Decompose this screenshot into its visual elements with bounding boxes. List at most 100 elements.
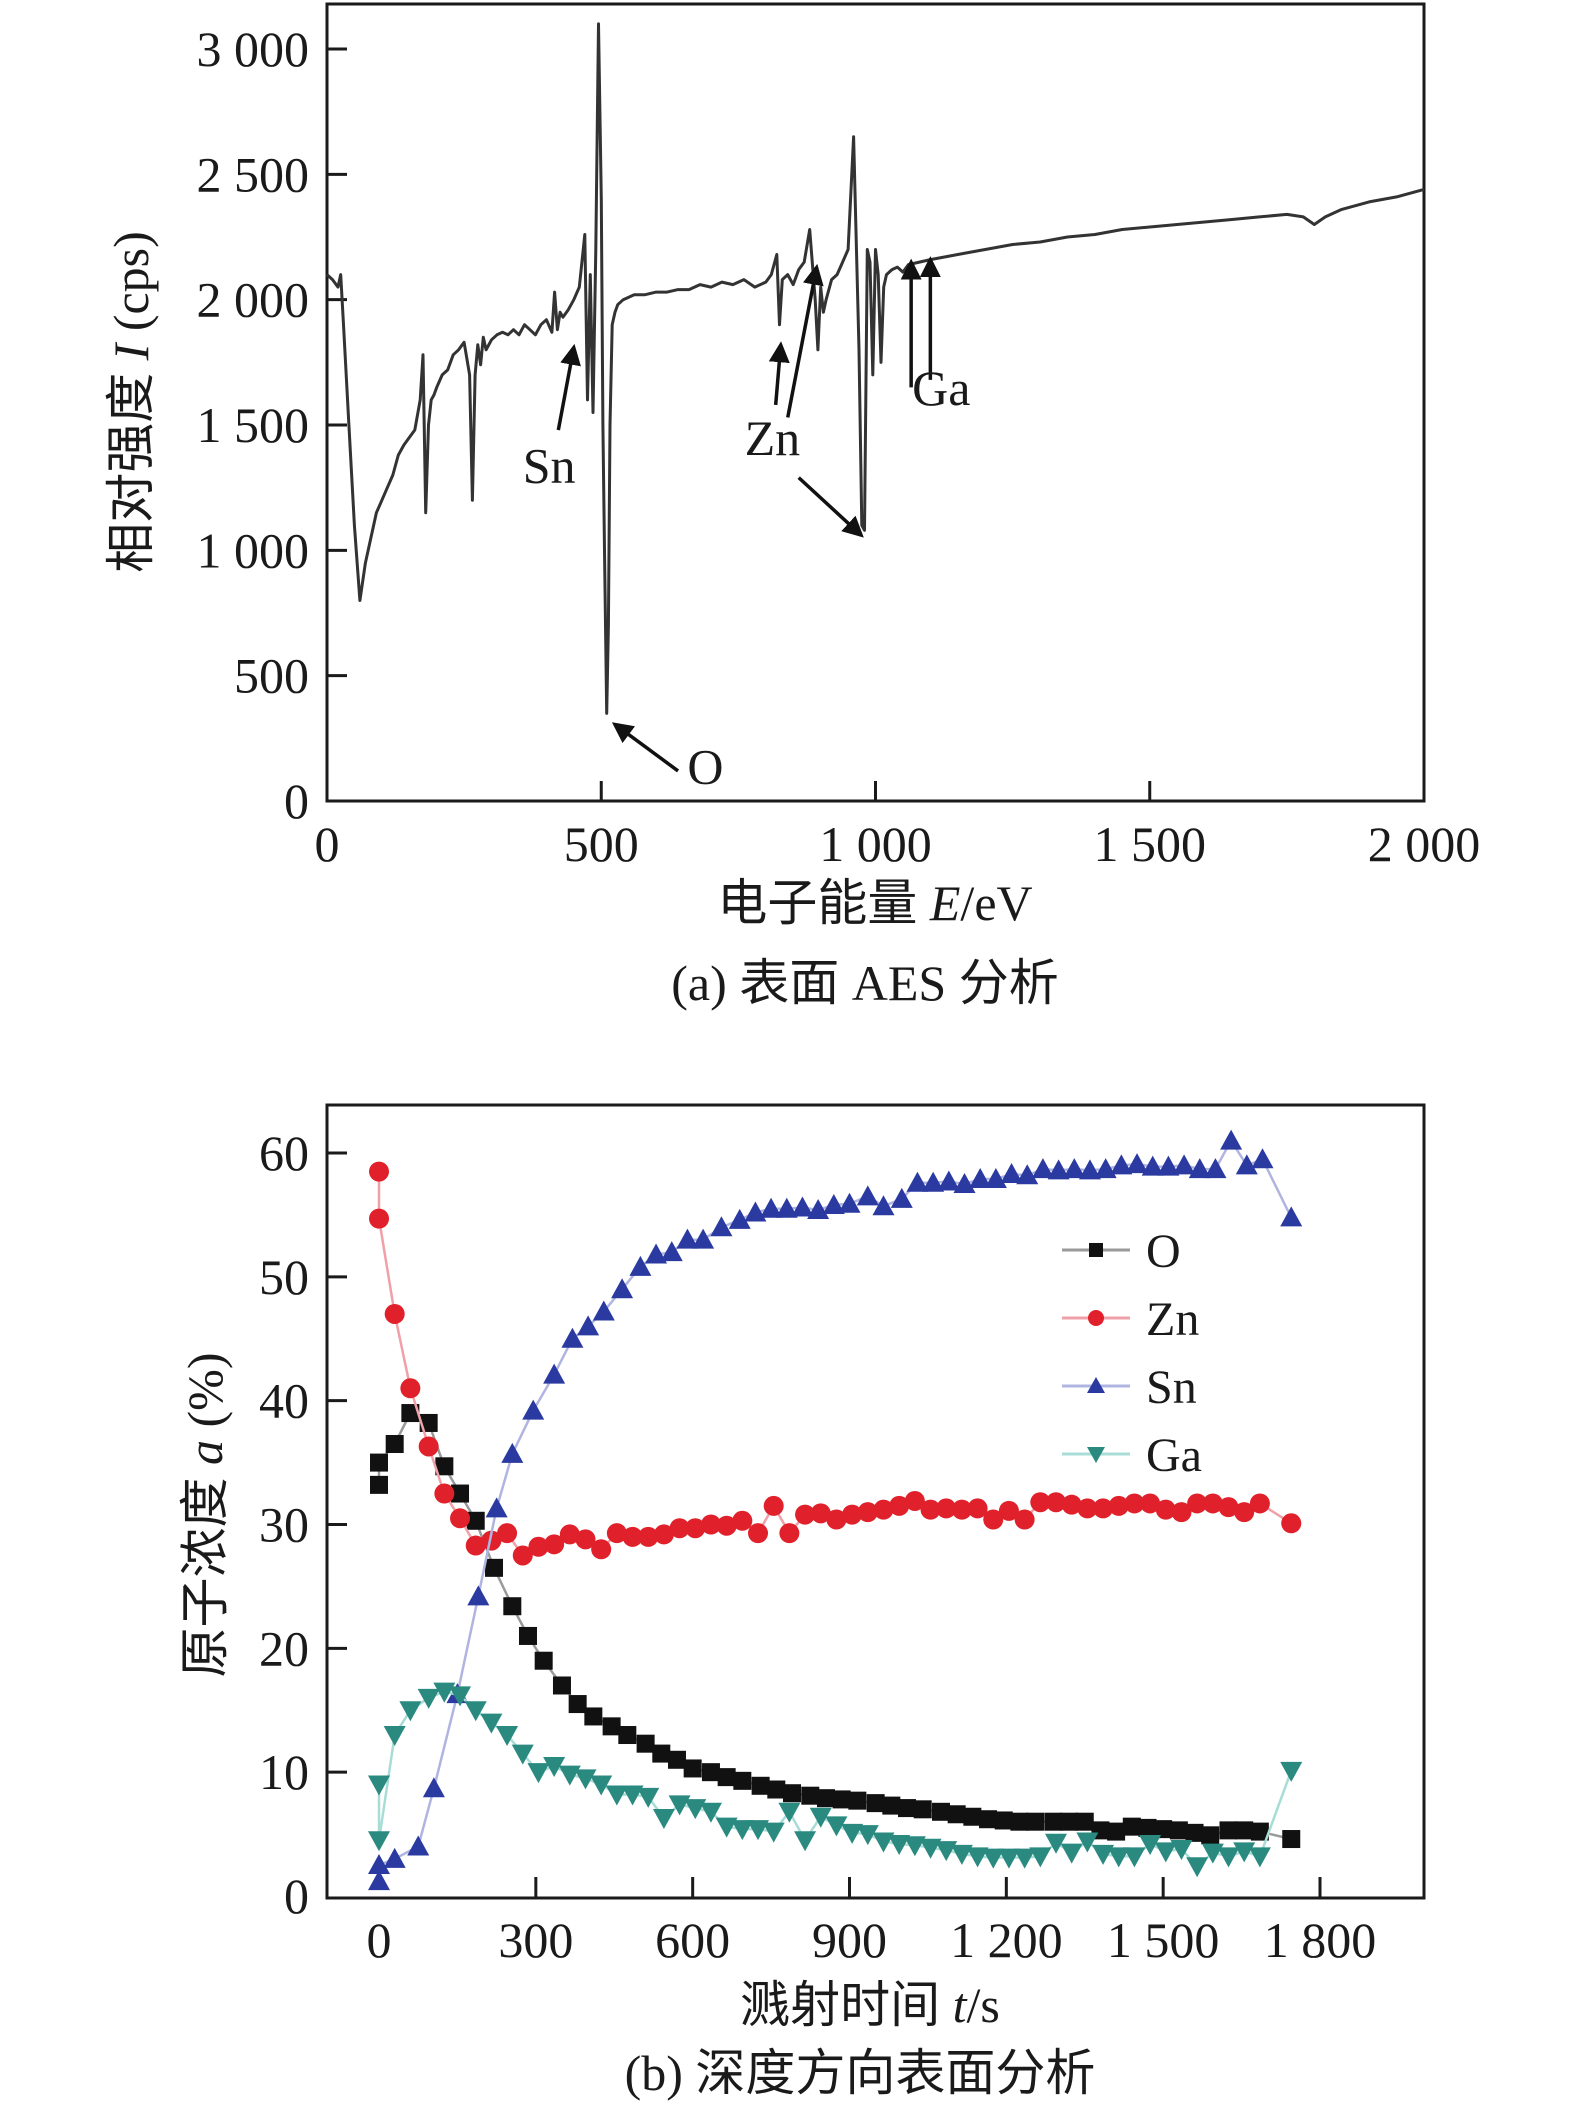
chart-a-aes-spectrum: 0 500 1 000 1 500 2 000 0 500 1 000 1 500 2 000 2 … <box>103 2 1481 1011</box>
series-sn-point <box>368 1854 390 1875</box>
series-ga-point <box>872 1832 895 1853</box>
series-zn-point <box>1155 1499 1176 1520</box>
series-sn-point <box>775 1197 798 1218</box>
series-zn-point <box>497 1523 518 1544</box>
chart-a-y-tick-label: 1 500 <box>197 397 310 453</box>
series-o-point <box>1201 1826 1220 1845</box>
series-o-point <box>534 1651 553 1670</box>
series-o-point <box>552 1676 571 1695</box>
series-o-point <box>1107 1822 1126 1841</box>
series-sn-point <box>1063 1158 1086 1179</box>
series-o-point <box>1044 1812 1063 1831</box>
series-zn-point <box>418 1436 439 1457</box>
annotation-ga: Ga <box>912 360 970 416</box>
series-o-point <box>1185 1823 1204 1842</box>
chart-b-y-tick-label: 60 <box>259 1125 309 1181</box>
series-o-point <box>913 1800 932 1819</box>
series-o-point <box>584 1707 603 1726</box>
series-ga-point <box>449 1686 472 1707</box>
chart-b-x-tick-label: 1 200 <box>950 1912 1063 1968</box>
series-sn-point <box>856 1185 879 1206</box>
series-o-point <box>751 1776 770 1795</box>
series-o-point <box>832 1790 851 1809</box>
chart-b-depth-profile: 0 300 600 900 1 200 1 500 1 800 0 10 20 30 40 50 60 O… <box>177 1103 1426 2101</box>
series-o-point <box>1138 1818 1157 1837</box>
series-zn-point <box>1140 1493 1161 1514</box>
series-o-point <box>401 1404 420 1423</box>
o-arrow-icon <box>611 722 680 773</box>
chart-a-x-tick-label: 2 000 <box>1368 816 1481 872</box>
chart-a-y-tick-label: 500 <box>234 648 309 704</box>
series-o-point <box>1010 1812 1029 1831</box>
zn-arrow-icon <box>768 341 790 406</box>
legend-o-marker-icon <box>1089 1243 1103 1257</box>
series-o-point <box>733 1771 752 1790</box>
series-zn-point <box>1124 1493 1145 1514</box>
series-ga-point <box>464 1701 487 1722</box>
series-o-point <box>451 1484 470 1503</box>
series-ga-point <box>731 1820 754 1841</box>
series-ga-point <box>511 1744 534 1765</box>
series-zn-point <box>1202 1493 1223 1514</box>
series-ga-point <box>590 1775 613 1796</box>
series-zn-point <box>591 1539 612 1560</box>
series-ga-point <box>1139 1834 1162 1855</box>
annotation-o: O <box>687 738 723 794</box>
chart-b-y-tick-label: 20 <box>259 1620 309 1676</box>
chart-a-x-tick-label: 500 <box>564 816 639 872</box>
series-ga-point <box>841 1823 864 1844</box>
series-ga-point <box>966 1847 989 1868</box>
series-o-point <box>866 1794 885 1813</box>
chart-b-series <box>368 1129 1303 1891</box>
series-zn-point <box>873 1499 894 1520</box>
annotation-zn: Zn <box>745 410 801 466</box>
chart-a-x-tick-label: 1 000 <box>819 816 932 872</box>
chart-a-annotations: Sn O Zn Ga <box>523 256 970 794</box>
chart-b-x-tick-label: 1 500 <box>1107 1912 1220 1968</box>
series-o-point <box>947 1805 966 1824</box>
series-o-point <box>1282 1830 1301 1849</box>
chart-a-caption: (a) 表面 AES 分析 <box>671 955 1058 1011</box>
series-zn-point <box>384 1303 405 1324</box>
chart-a-y-tick-label: 3 000 <box>197 21 310 77</box>
series-o-point <box>370 1453 388 1472</box>
series-o-point <box>602 1717 621 1736</box>
chart-a-y-tick-label: 2 000 <box>197 272 310 328</box>
series-zn-point <box>1234 1502 1255 1523</box>
series-zn-point <box>1045 1492 1066 1513</box>
series-ga-point <box>1123 1847 1146 1868</box>
series-sn-point <box>760 1197 783 1218</box>
series-ga-point <box>794 1831 817 1852</box>
series-o-point <box>717 1768 736 1787</box>
annotation-sn: Sn <box>523 438 576 494</box>
chart-a-y-tick-label: 2 500 <box>197 146 310 202</box>
chart-b-x-tick-label: 600 <box>655 1912 730 1968</box>
series-o <box>370 1404 1301 1849</box>
series-sn-point <box>577 1315 600 1336</box>
series-zn-point <box>998 1500 1019 1521</box>
series-ga-point <box>496 1726 519 1747</box>
series-zn-point <box>400 1378 421 1399</box>
series-ga-point <box>652 1808 675 1829</box>
series-sn-point <box>422 1777 445 1798</box>
series-zn-point <box>700 1514 721 1535</box>
series-sn-point <box>522 1399 545 1420</box>
series-zn-point <box>1030 1492 1051 1513</box>
series-sn-point <box>791 1196 814 1217</box>
series-sn-point <box>969 1168 992 1189</box>
series-ga-point <box>480 1713 503 1734</box>
series-ga-point <box>715 1817 738 1838</box>
sn-arrow-icon <box>556 343 581 431</box>
series-zn-point <box>967 1498 988 1519</box>
series-sn-point <box>1204 1158 1227 1179</box>
chart-b-x-tick-label: 300 <box>498 1912 573 1968</box>
series-sn-point <box>1235 1154 1258 1175</box>
chart-b-y-tick-label: 10 <box>259 1744 309 1800</box>
series-ga-point <box>1107 1847 1130 1868</box>
chart-b-caption: (b) 深度方向表面分析 <box>625 2045 1096 2101</box>
series-sn-point <box>1000 1163 1023 1184</box>
chart-b-y-tick-label: 30 <box>259 1497 309 1553</box>
series-o-point <box>385 1435 404 1454</box>
chart-b-y-tick-label: 0 <box>284 1868 309 1924</box>
series-o-point <box>1169 1821 1188 1840</box>
